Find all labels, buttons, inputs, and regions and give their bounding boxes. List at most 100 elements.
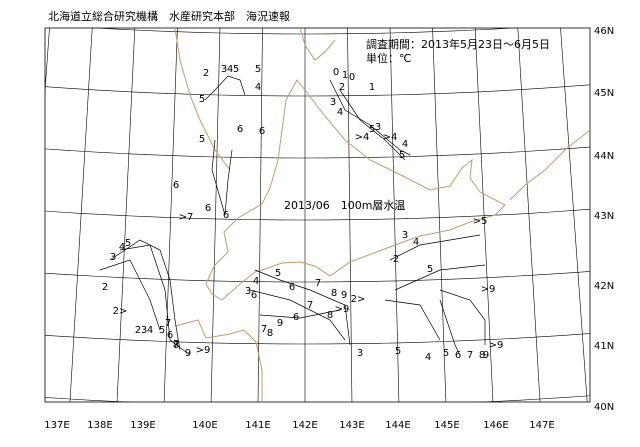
lat-label: 44N [594,151,614,162]
contour-label: 2 [102,282,108,293]
contour-label: 0 [333,67,339,78]
meridian [116,28,136,402]
lon-label: 138E [87,420,112,431]
parallel [45,395,590,402]
meridian [560,28,588,402]
lat-label: 40N [594,402,614,413]
contour-label: 4 [119,242,125,253]
contour-label: 5 [427,264,433,275]
parallel [45,84,590,97]
contour-label: 2 [339,82,345,93]
contour-label: 3 [110,252,116,263]
meridian [210,28,221,402]
contour-label: 6 [455,350,461,361]
lon-label: 137E [44,420,69,431]
contour-label: 6 [259,126,265,137]
contour-label: >4 [355,132,370,143]
contour-label: 1 [342,70,348,81]
contour-label: 2 [135,325,141,336]
lon-label: 142E [292,420,317,431]
meridian [347,28,353,402]
survey-period: 調査期間：2013年5月23日～6月5日 [366,37,550,51]
lat-label: 41N [594,341,614,352]
meridian [163,28,178,402]
contour-label: 4 [337,107,343,118]
lat-label: 43N [594,211,614,222]
contour-label: >5 [473,216,488,227]
contour-label: 6 [293,312,299,323]
contour-label: 7 [173,339,179,350]
contours [99,75,486,356]
contour-label: 8 [327,310,333,321]
meridian [0,0,12,447]
meridian [257,28,263,402]
parallel [45,333,590,345]
contour-label: 8 [479,350,485,361]
contour-label: 2 [393,254,399,265]
contour-label: 2> [351,294,366,305]
contour-label: 5 [125,238,131,249]
contour-label: 6 [205,203,211,214]
meridian [69,28,93,402]
contour-label: 8 [331,288,337,299]
meridian [517,28,541,402]
contour-label: 6 [237,124,243,135]
contour-label: 4 [147,325,153,336]
contour-label: 3 [221,64,227,75]
lon-label: 145E [434,420,459,431]
contour-label: 9 [341,290,347,301]
contour-label: 7 [467,350,473,361]
contour-label: 0 [349,72,355,83]
lon-label: 146E [483,420,508,431]
contour-label: 5 [233,64,239,75]
contour-label: 4 [255,82,261,93]
contour-label: 5 [399,150,405,161]
contour-label: 9 [185,348,191,359]
contour-label: 2 [203,68,209,79]
contour-label: >9 [489,340,504,351]
lon-label: 139E [130,420,155,431]
contour-label: 3 [245,286,251,297]
contour-label: 5 [159,325,165,336]
lat-label: 45N [594,88,614,99]
lon-label: 140E [192,420,217,431]
contour-label: 4 [253,276,259,287]
contour-label: >9 [196,345,211,356]
coastline [174,28,590,402]
contour-label: 3 [402,230,408,241]
map-title: 2013/06 100m層水温 [284,199,405,212]
contour-label: 8 [173,340,179,351]
contour-label: 6 [167,330,173,341]
unit: 単位：℃ [366,51,411,65]
contour-label: >4 [383,132,398,143]
lon-label: 144E [385,420,410,431]
contour-label: 7 [165,318,171,329]
contour-label: 3 [357,348,363,359]
lat-label: 46N [594,26,614,37]
contour-label: 3 [141,325,147,336]
contour-label: 7 [307,300,313,311]
lon-label: 147E [529,420,554,431]
lat-label: 42N [594,281,614,292]
contour-label: 6 [223,210,229,221]
contour-label: >7 [179,212,194,223]
contour-label: 5 [199,94,205,105]
meridian [432,28,447,402]
contour-label: 5 [443,348,449,359]
meridian [598,0,639,447]
contour-label: 6 [251,290,257,301]
contour-label: 3 [375,122,381,133]
contour-label: 9 [483,350,489,361]
contour-label: 7 [315,278,321,289]
parallel [45,146,590,159]
contour-label: 5 [275,268,281,279]
contour-label: 6 [289,282,295,293]
contour-label: 7 [261,324,267,335]
lon-label: 143E [339,420,364,431]
contour-label: 4 [413,237,419,248]
header-org: 北海道立総合研究機構 水産研究本部 海況速報 [48,9,290,23]
contour-label: 5 [255,64,261,75]
contour-label: 6 [173,180,179,191]
contour-label: 3 [330,97,336,108]
